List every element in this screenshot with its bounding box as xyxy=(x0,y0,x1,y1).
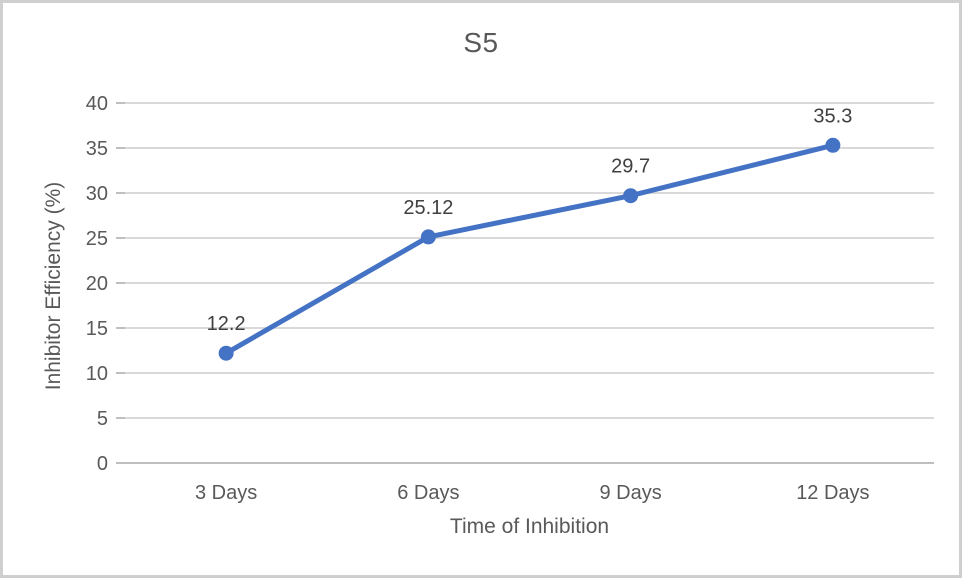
data-point-marker xyxy=(420,229,436,245)
data-point-marker xyxy=(623,188,639,204)
y-tick-label: 35 xyxy=(86,138,108,160)
x-tick-label: 3 Days xyxy=(195,482,257,504)
data-label: 35.3 xyxy=(813,105,852,127)
data-point-marker xyxy=(825,137,841,153)
x-axis-title: Time of Inhibition xyxy=(449,515,610,538)
x-tick-label: 9 Days xyxy=(600,482,662,504)
y-tick-label: 30 xyxy=(86,183,108,205)
y-tick-label: 15 xyxy=(86,318,108,340)
y-tick-label: 40 xyxy=(86,93,108,115)
y-tick-label: 25 xyxy=(86,228,108,250)
y-tick-label: 20 xyxy=(86,273,108,295)
data-label: 25.12 xyxy=(403,197,453,219)
series-line xyxy=(223,142,836,356)
y-tick-label: 0 xyxy=(97,453,108,475)
x-tick-label: 6 Days xyxy=(397,482,459,504)
x-tick-label: 12 Days xyxy=(796,482,869,504)
y-tick-label: 5 xyxy=(97,408,108,430)
y-tick-label: 10 xyxy=(86,363,108,385)
data-point-marker xyxy=(218,345,234,361)
plot-area: 0 5 10 15 20 25 30 35 40 3 Days 6 Days 9 Days 12 Day… xyxy=(86,93,934,504)
data-label: 12.2 xyxy=(207,313,246,335)
data-label: 29.7 xyxy=(611,156,650,178)
chart-title: S5 xyxy=(463,27,499,58)
